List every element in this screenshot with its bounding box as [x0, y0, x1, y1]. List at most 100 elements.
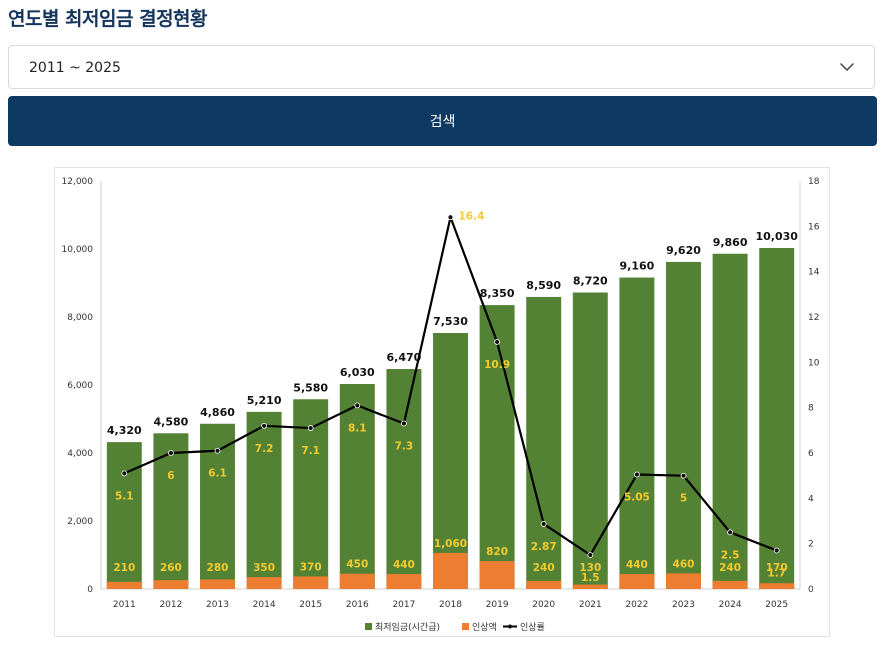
y-tick-label: 2,000 [67, 517, 93, 527]
bar-total [246, 411, 282, 589]
data-label-increase: 370 [300, 561, 322, 573]
x-tick-label: 2013 [206, 600, 229, 610]
data-label-increase: 280 [207, 562, 229, 574]
bar-increase [759, 583, 795, 589]
data-label-increase: 440 [393, 559, 415, 571]
bar-increase [433, 552, 468, 589]
y2-tick-label: 16 [808, 222, 820, 232]
data-label-rate: 16.4 [459, 210, 485, 222]
x-tick-label: 2016 [346, 600, 369, 610]
rate-point [168, 450, 174, 456]
rate-point [447, 214, 454, 221]
bar-increase [246, 577, 282, 589]
x-tick-label: 2014 [253, 600, 276, 610]
year-range-value: 2011 ~ 2025 [29, 60, 121, 76]
bar-total [759, 247, 795, 589]
data-label-total: 5,580 [293, 381, 328, 394]
legend-swatch-increase [462, 623, 469, 630]
data-label-total: 6,470 [387, 351, 422, 364]
data-label-rate: 5 [680, 493, 687, 505]
data-label-increase: 260 [160, 562, 182, 574]
bar-total [386, 369, 422, 589]
bar-increase [666, 573, 701, 589]
x-tick-label: 2020 [532, 600, 555, 610]
data-label-rate: 5.1 [115, 490, 134, 502]
bar-increase [339, 573, 375, 589]
data-label-increase: 210 [113, 562, 135, 574]
data-label-increase: 170 [766, 562, 788, 574]
data-label-increase: 450 [346, 559, 368, 571]
data-label-total: 8,590 [526, 279, 561, 292]
y2-tick-label: 12 [808, 313, 819, 323]
bar-total [433, 332, 468, 589]
legend-label-total: 최저임금(시간급) [375, 621, 440, 633]
data-label-rate: 1.7 [767, 567, 786, 579]
page-title: 연도별 최저임금 결정현황 [8, 8, 208, 30]
data-label-total: 4,860 [200, 406, 235, 419]
rate-point [587, 552, 594, 558]
bar-increase [572, 584, 608, 589]
data-label-increase: 240 [533, 562, 555, 574]
data-label-increase: 240 [719, 562, 741, 574]
data-label-total: 4,580 [154, 415, 189, 428]
data-label-rate: 6 [167, 470, 174, 482]
data-label-rate: 2.5 [721, 549, 740, 561]
x-tick-label: 2019 [486, 600, 509, 610]
rate-point [214, 447, 221, 454]
x-tick-label: 2024 [719, 600, 742, 610]
data-label-total: 8,720 [573, 275, 608, 288]
data-label-rate: 7.3 [395, 441, 414, 453]
rate-point [680, 472, 687, 479]
bar-increase [200, 579, 235, 589]
bar-total [572, 292, 608, 589]
y-tick-label: 8,000 [67, 313, 93, 323]
rate-point [261, 422, 268, 429]
chevron-down-icon [840, 63, 854, 71]
y2-tick-label: 6 [808, 449, 814, 459]
y2-tick-label: 2 [808, 540, 814, 550]
search-button[interactable]: 검색 [8, 96, 877, 146]
minimum-wage-chart: 0 2,000 4,000 6,000 8,000 10,000 12,000 0 2 4 6 8 10… [54, 167, 830, 637]
data-label-rate: 10.9 [484, 359, 510, 371]
data-label-rate: 2.87 [531, 541, 557, 553]
data-label-total: 9,620 [666, 244, 701, 257]
x-tick-label: 2022 [625, 600, 648, 610]
data-label-rate: 8.1 [348, 422, 367, 434]
bar-total [106, 442, 142, 589]
bar-increase [479, 561, 515, 589]
data-label-increase: 820 [486, 546, 508, 558]
x-tick-label: 2015 [299, 600, 322, 610]
legend-marker-rate [508, 624, 512, 629]
data-label-increase: 1,060 [434, 538, 467, 550]
chart-svg: 0 2,000 4,000 6,000 8,000 10,000 12,000 0 2 4 6 8 10… [62, 177, 820, 633]
bar-increase [106, 581, 142, 589]
rate-point [400, 420, 407, 427]
y2-tick-label: 14 [808, 268, 820, 278]
rate-point [773, 547, 780, 554]
data-label-rate: 6.1 [208, 468, 227, 480]
legend-label-increase: 인상액 [472, 621, 497, 633]
data-label-increase: 130 [579, 562, 601, 574]
data-label-rate: 1.5 [581, 572, 600, 584]
rate-point [121, 470, 128, 477]
rate-point [307, 425, 314, 431]
rate-point [494, 339, 501, 345]
data-label-increase: 440 [626, 559, 648, 571]
y2-tick-label: 8 [808, 404, 814, 414]
x-tick-label: 2025 [765, 600, 788, 610]
data-label-increase: 350 [253, 562, 275, 574]
data-label-total: 8,350 [480, 287, 515, 300]
legend-swatch-total [365, 623, 372, 630]
bar-increase [386, 574, 422, 589]
data-label-rate: 5.05 [624, 492, 650, 504]
year-range-select[interactable]: 2011 ~ 2025 [8, 45, 875, 89]
rate-point [727, 529, 733, 536]
x-tick-label: 2011 [113, 600, 136, 610]
y-tick-label: 6,000 [67, 381, 93, 391]
data-label-rate: 7.1 [301, 445, 320, 457]
rate-point [540, 521, 547, 527]
bar-increase [153, 580, 189, 589]
legend-label-rate: 인상률 [520, 622, 545, 633]
x-tick-label: 2017 [392, 600, 415, 610]
y-tick-label: 12,000 [62, 177, 94, 187]
